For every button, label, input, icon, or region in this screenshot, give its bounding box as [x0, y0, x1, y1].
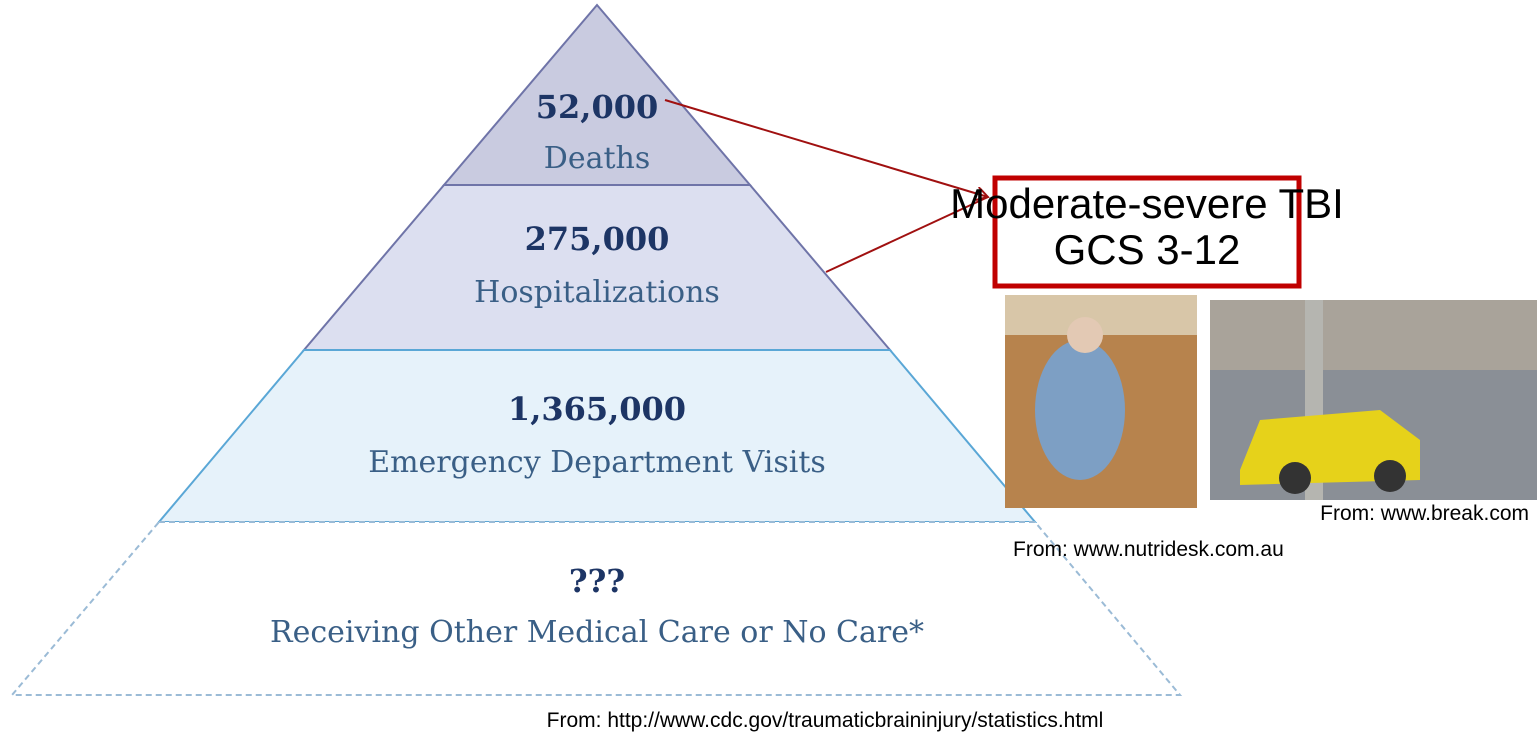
- level-label: Deaths: [544, 141, 650, 176]
- level-count: 275,000: [525, 220, 670, 258]
- band-hospitalizations: [304, 185, 890, 350]
- photo-caption: From: www.nutridesk.com.au: [1013, 538, 1284, 561]
- level-label: Receiving Other Medical Care or No Care*: [270, 615, 924, 650]
- level-label: Hospitalizations: [474, 275, 720, 310]
- level-count: 1,365,000: [508, 390, 686, 428]
- level-count: 52,000: [536, 88, 658, 126]
- band-ed: [159, 350, 1035, 522]
- band-other: [12, 522, 1180, 695]
- photo-caption: From: www.break.com: [1320, 502, 1529, 525]
- level-count: ???: [569, 562, 625, 600]
- page: {"pyramid": {"levels": [ {"count": "52,0…: [0, 0, 1537, 739]
- level-label: Emergency Department Visits: [368, 445, 826, 480]
- photo-stairs: [1005, 295, 1197, 508]
- callout-line: Moderate-severe TBI: [950, 180, 1344, 227]
- callout-line: GCS 3-12: [1054, 226, 1241, 273]
- source: From: http://www.cdc.gov/traumaticbraini…: [547, 709, 1104, 732]
- slide: 52,000 Deaths 275,000 Hospitalizations 1…: [0, 0, 1537, 739]
- photo-crash: [1210, 300, 1537, 500]
